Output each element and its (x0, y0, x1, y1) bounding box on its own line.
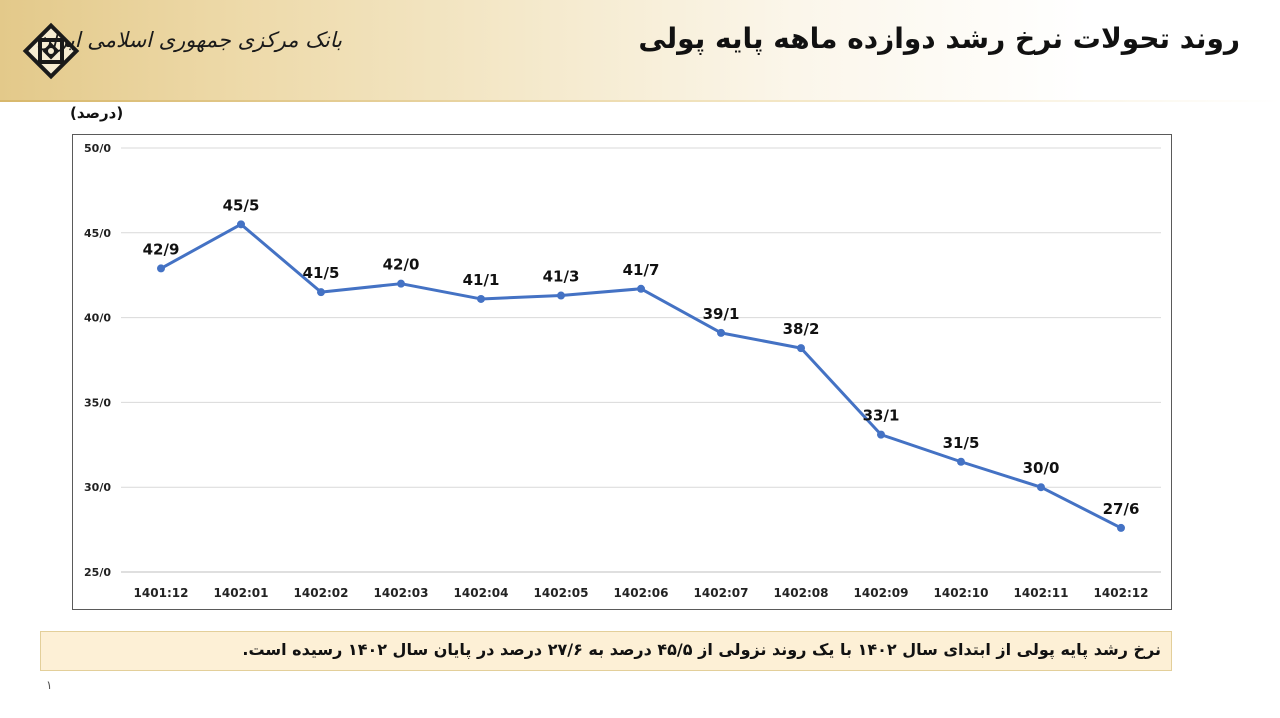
x-tick-label: 1402:07 (694, 586, 749, 600)
y-tick-label: 30/0 (84, 481, 111, 494)
data-label: 42/9 (143, 240, 180, 258)
x-tick-label: 1402:11 (1014, 586, 1069, 600)
data-label: 39/1 (703, 305, 740, 323)
x-tick-label: 1402:08 (774, 586, 829, 600)
header-banner: بانک مرکزی جمهوری اسلامی ایران روند تحول… (0, 0, 1280, 102)
data-point (637, 284, 645, 293)
data-point (317, 288, 325, 297)
data-label: 45/5 (223, 196, 260, 214)
data-label: 41/1 (463, 271, 500, 289)
data-label: 41/5 (303, 264, 340, 282)
data-label: 41/3 (543, 268, 580, 286)
x-tick-label: 1402:06 (614, 586, 669, 600)
data-point (957, 457, 965, 466)
page-number: ۱ (46, 678, 53, 692)
x-tick-label: 1402:12 (1094, 586, 1149, 600)
y-tick-label: 50/0 (84, 142, 111, 155)
data-label: 30/0 (1023, 459, 1060, 477)
data-label: 41/7 (623, 261, 660, 279)
data-point (157, 264, 165, 273)
y-tick-label: 45/0 (84, 227, 111, 240)
data-point (1037, 483, 1045, 492)
y-tick-label: 25/0 (84, 566, 111, 579)
y-axis-unit-label: (درصد) (70, 104, 124, 122)
line-chart: 25/0 30/0 35/0 40/0 45/0 50/0 1401:12 1402:01 14… (84, 142, 1161, 600)
data-point (797, 344, 805, 353)
cbi-logo-icon (18, 18, 84, 84)
page-title: روند تحولات نرخ رشد دوازده ماهه پایه پول… (638, 22, 1240, 55)
x-tick-label: 1402:02 (294, 586, 349, 600)
data-label: 27/6 (1103, 500, 1140, 518)
data-label: 42/0 (383, 256, 420, 274)
x-tick-label: 1402:04 (454, 586, 509, 600)
data-point (397, 279, 405, 288)
data-point (477, 294, 485, 303)
x-tick-label: 1402:05 (534, 586, 589, 600)
data-label: 31/5 (943, 434, 980, 452)
x-tick-label: 1401:12 (134, 586, 189, 600)
y-tick-label: 40/0 (84, 312, 111, 325)
x-tick-label: 1402:01 (214, 586, 269, 600)
data-point (717, 328, 725, 337)
summary-box: نرخ رشد پایه پولی از ابتدای سال ۱۴۰۲ با … (40, 631, 1172, 671)
data-point (557, 291, 565, 300)
data-point (877, 430, 885, 439)
chart-frame: 25/0 30/0 35/0 40/0 45/0 50/0 1401:12 1402:01 14… (72, 134, 1172, 610)
x-tick-label: 1402:10 (934, 586, 989, 600)
x-tick-label: 1402:09 (854, 586, 909, 600)
data-point (237, 220, 245, 229)
x-tick-label: 1402:03 (374, 586, 429, 600)
bank-name: بانک مرکزی جمهوری اسلامی ایران (36, 28, 342, 52)
y-tick-label: 35/0 (84, 396, 111, 409)
data-label: 33/1 (863, 407, 900, 425)
data-point (1117, 523, 1125, 532)
data-label: 38/2 (783, 320, 820, 338)
summary-text: نرخ رشد پایه پولی از ابتدای سال ۱۴۰۲ با … (242, 640, 1161, 659)
